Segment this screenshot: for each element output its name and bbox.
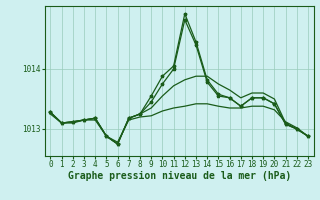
X-axis label: Graphe pression niveau de la mer (hPa): Graphe pression niveau de la mer (hPa) bbox=[68, 171, 291, 181]
